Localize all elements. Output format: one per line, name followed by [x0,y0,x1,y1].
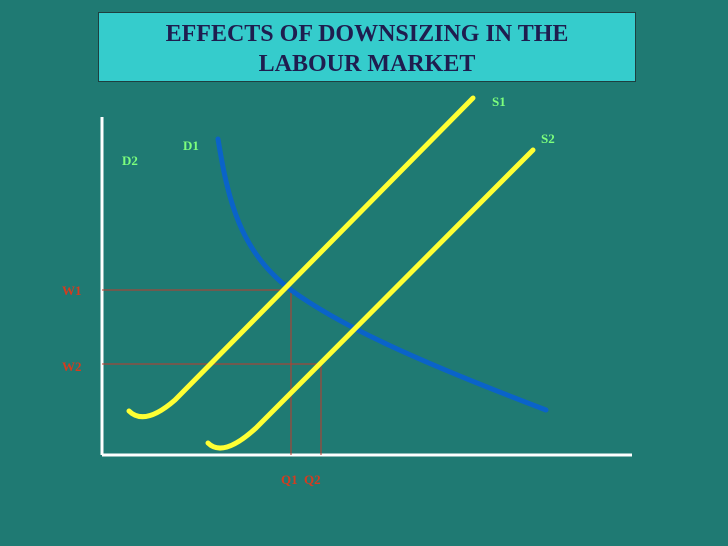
label-d2: D2 [122,153,138,168]
supply-curve-s2 [205,147,536,451]
supply-curve-s1 [126,95,476,420]
label-w2: W2 [62,359,82,374]
title-line-2: LABOUR MARKET [258,51,476,77]
label-s1: S1 [492,94,506,109]
label-q2: Q2 [304,472,321,487]
title-line-1: EFFECTS OF DOWNSIZING IN THE [165,21,569,47]
label-w1: W1 [62,283,82,298]
demand-curve-d1 [215,136,549,413]
label-s2: S2 [541,131,555,146]
label-d1: D1 [183,138,199,153]
title-box: EFFECTS OF DOWNSIZING IN THE LABOUR MARK… [98,12,636,82]
label-q1: Q1 [281,472,298,487]
